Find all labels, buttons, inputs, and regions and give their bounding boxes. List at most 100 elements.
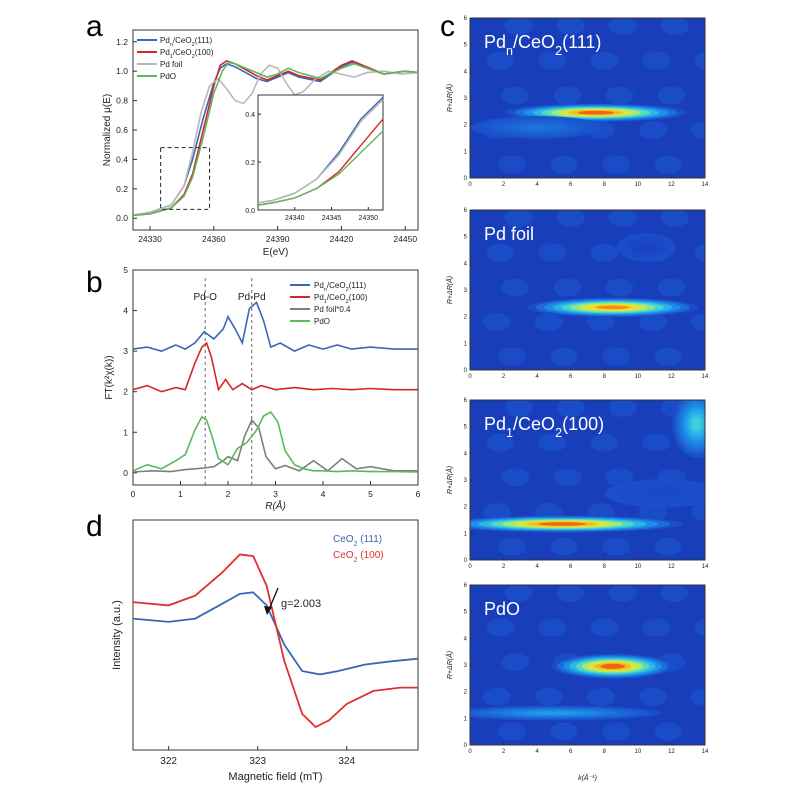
subscript: 1 [170,54,173,60]
y-tick-label-c: 5 [464,610,468,616]
subscript: 2 [555,44,562,58]
text-part: CeO [333,534,354,545]
heatmap-texture-blob [713,584,741,602]
text-part: (111) [562,32,601,52]
x-tick-label-c: 14 [702,374,709,380]
heatmap-texture-blob [553,278,582,297]
x-tick-label-c: 0 [468,564,472,570]
chart-d-epr: 322 323 324 Magnetic field (mT) Intensity (a… [111,519,419,783]
series-line-b [132,301,418,352]
y-tick-label-c: 6 [464,398,468,404]
heatmap-intensity-contour [600,663,625,669]
y-axis-label-c: R+ΔR(Å) [445,276,454,304]
heatmap-texture-blob [706,538,734,556]
heatmap-intensity-contour [691,417,702,431]
x-tick-label-c: 6 [569,749,573,755]
heatmap-texture-blob [654,537,683,556]
y-tick-label-c: 4 [464,69,468,75]
heatmap-texture-blob [497,537,526,556]
x-tick-label-c: 2 [502,749,506,755]
heatmap-texture-blob [556,18,585,35]
subscript: 2 [346,287,349,293]
text-part: /CeO [327,293,346,302]
heatmap-texture-blob [497,155,526,174]
heatmap-texture-blob [709,653,737,671]
heatmap-2 [470,399,741,560]
series-line-b [132,410,419,473]
heatmap-texture-blob [586,313,615,331]
x-tick-label-a: 24450 [393,234,417,244]
x-axis-label-b: R(Å) [265,499,286,512]
heatmap-texture-blob [694,243,705,262]
x-tick-label-b: 5 [368,489,373,499]
x-tick-label-b: 3 [273,489,278,499]
legend-label-d: CeO2 (111) [333,534,382,548]
heatmap-texture-blob [691,121,705,139]
heatmap-texture-blob [550,155,578,174]
heatmap-texture-blob [638,688,667,706]
heatmap-texture-blob [713,209,741,227]
y-tick-label-b: 2 [123,387,128,397]
heatmap-texture-blob [553,86,582,105]
y-axis-label-c: R+ΔR(Å) [445,651,454,679]
heatmap-texture-blob [550,722,578,741]
peak-annotation-b: Pd-Pd [238,292,266,303]
heatmap-texture-blob [642,618,671,637]
x-tick-label-c: 10 [635,564,642,570]
x-tick-label-c: 0 [468,374,472,380]
x-tick-label-c: 10 [635,182,642,188]
x-tick-label-c: 0 [468,182,472,188]
text-part: Pd [484,32,506,52]
legend-label-b: Pd1/CeO2(100) [314,293,368,305]
y-tick-label-c: 2 [464,690,468,696]
y-tick-label-a: 1.0 [116,66,128,76]
y-tick-label-a: 0.0 [116,213,128,223]
heatmap-texture-blob [602,155,631,174]
zoom-region-box [160,147,211,210]
heatmap-texture-blob [605,86,634,105]
heatmap-texture-blob [709,278,737,296]
x-tick-label-d: 324 [338,756,355,767]
inset-x-tick-label: 24350 [359,215,379,222]
chart-a-xanes: 24330 24360 24390 24420 24450 0.0 0.2 0.4 0.6 0.8… [102,29,419,258]
text-part: (111) [357,534,382,545]
legend-label-a: Pd1/CeO2(100) [160,48,214,60]
y-tick-label-c: 2 [464,315,468,321]
series-line-d [132,553,418,729]
y-axis-label-c: R+ΔR(Å) [445,84,454,112]
y-axis-label-c: R+ΔR(Å) [445,466,454,494]
heatmap-texture-blob [482,688,511,706]
text-part: Pd [160,48,170,57]
y-axis-label-b: FT(k²χ(k)) [104,355,115,399]
heatmap-texture-blob [713,399,741,417]
heatmap-texture-blob [590,618,619,637]
plot-frame-b [132,269,419,486]
heatmap-texture-blob [504,210,533,227]
y-tick-label-a: 1.2 [116,37,128,47]
heatmap-texture-blob [642,433,671,452]
heatmap-texture-blob [660,18,689,35]
x-tick-label-c: 12 [668,749,675,755]
inset-y-tick-label: 0.2 [245,160,255,167]
heatmap-intensity-contour [577,110,614,115]
heatmap-texture-blob [713,17,741,35]
x-tick-label-c: 2 [502,182,506,188]
heatmap-texture-blob [657,86,686,105]
x-tick-label-b: 4 [321,489,326,499]
inset-series-line [257,99,384,204]
legend-label-a: Pdn/CeO2(111) [160,36,213,48]
heatmap-texture-blob [602,537,631,556]
y-tick-label-a: 0.2 [116,184,128,194]
heatmap-texture-blob [550,347,578,366]
heatmap-texture-blob [709,86,737,104]
heatmap-title: Pd1/CeO2(100) [484,414,604,440]
x-tick-label-c: 4 [535,374,539,380]
y-tick-label-c: 0 [464,558,468,564]
x-tick-label-b: 0 [131,489,136,499]
heatmap-intensity-contour [523,125,551,130]
heatmap-title: Pd foil [484,224,534,244]
y-tick-label-a: 0.6 [116,125,128,135]
y-tick-label-c: 2 [464,123,468,129]
heatmap-texture-blob [497,722,526,741]
x-tick-label-a: 24420 [330,234,354,244]
